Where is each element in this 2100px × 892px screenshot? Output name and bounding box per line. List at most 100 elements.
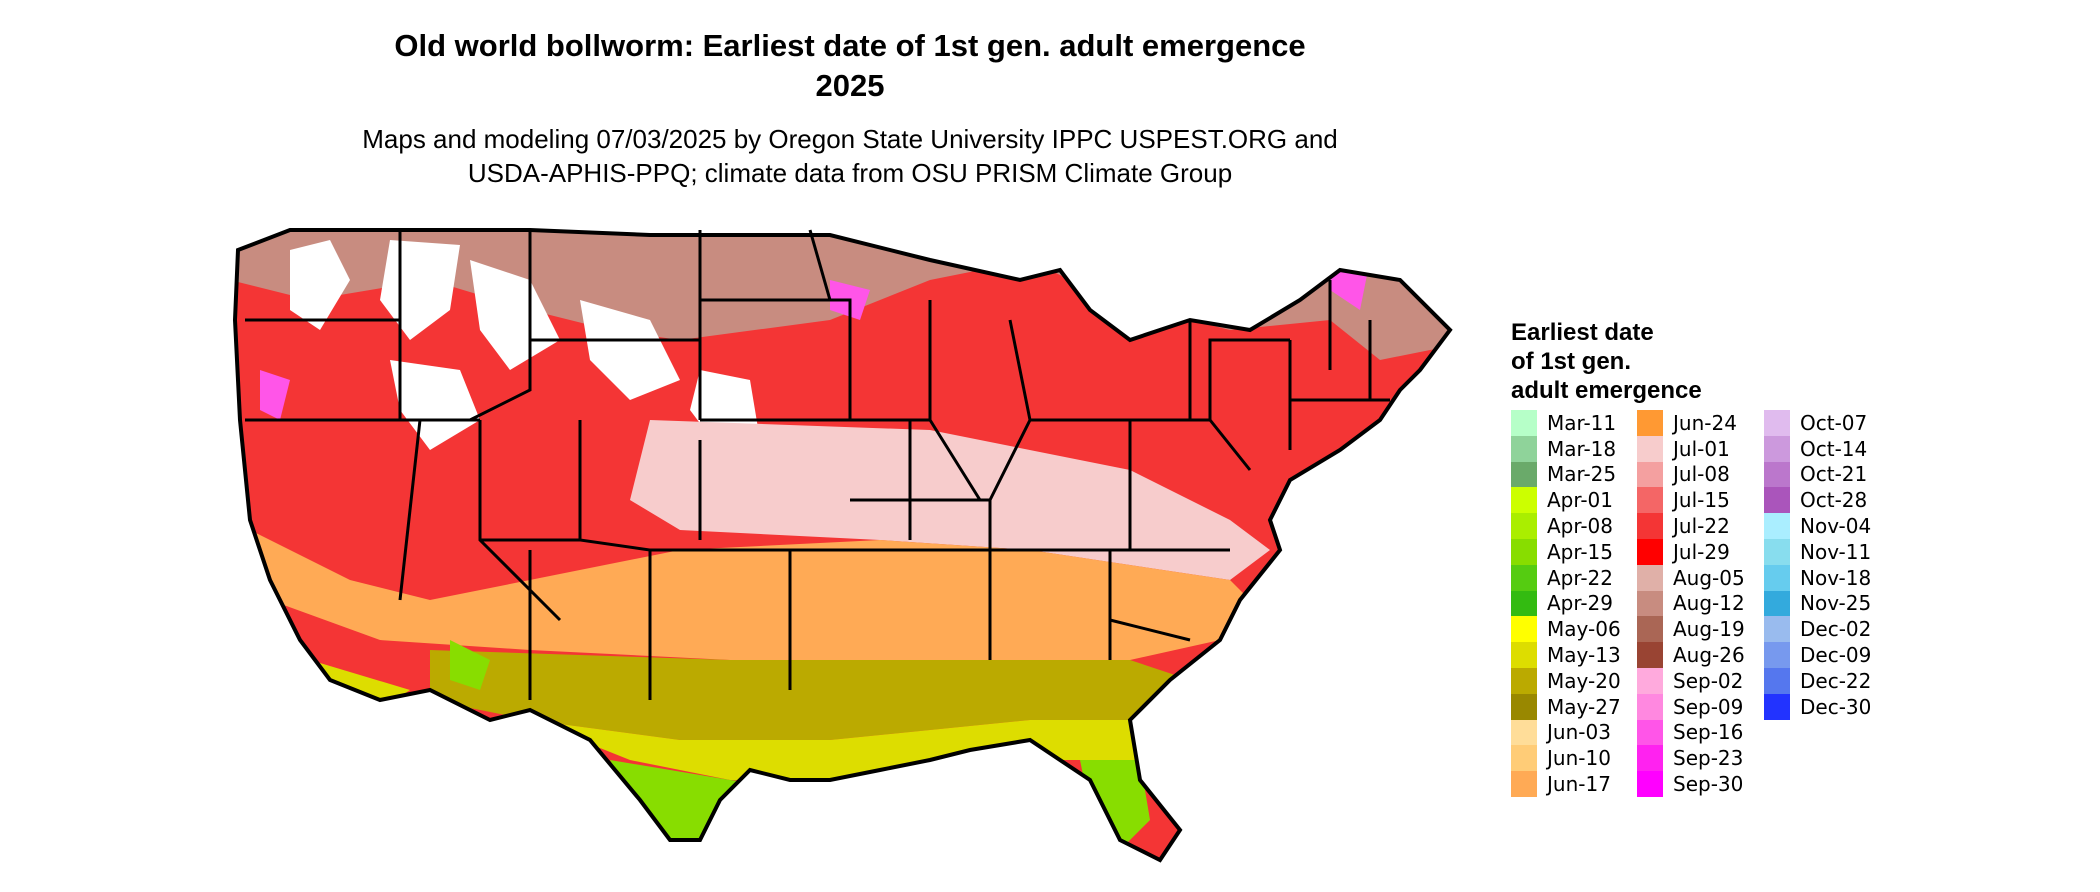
- legend-item: Oct-07: [1764, 410, 1871, 436]
- legend-item: Jul-01: [1637, 435, 1745, 462]
- legend-column-1: Mar-11 Mar-18 Mar-25 Apr-01 Apr-08 Apr-15 Apr-…: [1511, 410, 1621, 797]
- legend-item: Nov-04: [1764, 513, 1871, 539]
- legend-item: Dec-30: [1764, 693, 1872, 720]
- legend-label: Mar-18: [1547, 436, 1617, 461]
- legend-label: Apr-08: [1547, 514, 1613, 539]
- legend-swatch: [1764, 667, 1790, 694]
- legend-label: Mar-11: [1547, 410, 1617, 435]
- legend-item: Jul-08: [1637, 461, 1745, 488]
- legend-label: Nov-25: [1800, 591, 1872, 616]
- legend-label: Jul-22: [1673, 514, 1730, 539]
- legend-swatch: [1637, 771, 1663, 797]
- legend-swatch: [1637, 410, 1663, 436]
- legend-item: May-20: [1511, 667, 1621, 694]
- legend-swatch: [1637, 667, 1663, 694]
- legend-swatch: [1511, 693, 1537, 720]
- legend-swatch: [1511, 719, 1537, 746]
- map-subtitle-line2: USDA-APHIS-PPQ; climate data from OSU PR…: [467, 158, 1233, 188]
- legend-column-2: Jun-24 Jul-01 Jul-08 Jul-15 Jul-22 Jul-29 Aug-…: [1637, 410, 1745, 797]
- legend-item: Apr-22: [1511, 564, 1621, 591]
- legend-swatch: [1764, 513, 1790, 539]
- map-title-year: 2025: [815, 68, 885, 103]
- legend-label: Jul-15: [1673, 488, 1730, 513]
- legend-swatch: [1764, 564, 1790, 591]
- legend-label: May-06: [1547, 617, 1621, 642]
- legend-item: Sep-23: [1637, 745, 1745, 772]
- legend-label: Dec-30: [1800, 694, 1872, 719]
- legend-swatch: [1637, 513, 1663, 539]
- legend-swatch: [1511, 487, 1537, 514]
- legend-swatch: [1511, 461, 1537, 488]
- legend-swatch: [1511, 616, 1537, 643]
- legend-item: Sep-02: [1637, 667, 1745, 694]
- legend-label: Nov-04: [1800, 514, 1872, 539]
- us-emergence-map: [232, 228, 1453, 863]
- legend-item: Nov-18: [1764, 564, 1871, 591]
- legend-label: Sep-23: [1673, 746, 1744, 771]
- legend-label: Dec-02: [1800, 617, 1872, 642]
- legend-item: Jun-17: [1511, 771, 1621, 797]
- legend-label: Aug-12: [1673, 591, 1745, 616]
- legend-label: Jul-29: [1673, 539, 1730, 564]
- legend-item: Aug-26: [1637, 642, 1745, 668]
- legend-swatch: [1764, 461, 1790, 488]
- legend-title-line: adult emergence: [1511, 377, 1702, 404]
- legend-item: Jul-29: [1637, 538, 1745, 565]
- legend-item: Jun-24: [1637, 410, 1745, 436]
- legend-swatch: [1764, 487, 1790, 514]
- legend-item: Aug-12: [1637, 590, 1745, 617]
- legend-item: May-27: [1511, 693, 1621, 720]
- legend-swatch: [1511, 667, 1537, 694]
- legend-item: Nov-11: [1764, 538, 1872, 565]
- legend-item: May-06: [1511, 616, 1621, 643]
- legend-label: Jun-03: [1547, 720, 1611, 745]
- legend-item: Mar-18: [1511, 435, 1621, 462]
- legend-label: Jul-01: [1673, 436, 1730, 461]
- map-fill-regions: [235, 230, 1450, 860]
- legend-item: Aug-05: [1637, 564, 1745, 591]
- legend-swatch: [1764, 538, 1790, 565]
- legend-label: Nov-11: [1800, 539, 1872, 564]
- legend-label: Apr-22: [1547, 565, 1613, 590]
- legend-swatch: [1511, 590, 1537, 617]
- legend-swatch: [1637, 642, 1663, 668]
- legend-item: Dec-02: [1764, 616, 1872, 643]
- legend-item: Dec-09: [1764, 642, 1871, 668]
- legend-item: Aug-19: [1637, 616, 1745, 643]
- legend-swatch: [1511, 564, 1537, 591]
- map-fill-yellow-band: [310, 660, 1150, 780]
- legend-label: Sep-30: [1673, 772, 1744, 797]
- legend-swatch: [1511, 642, 1537, 668]
- legend-item: Jul-15: [1637, 487, 1745, 514]
- legend-item: Sep-16: [1637, 719, 1745, 746]
- legend-item: Jul-22: [1637, 513, 1745, 539]
- legend-swatch: [1637, 745, 1663, 772]
- legend-swatch: [1637, 487, 1663, 514]
- legend-swatch: [1764, 616, 1790, 643]
- legend-item: Apr-08: [1511, 513, 1621, 539]
- legend-swatch: [1511, 538, 1537, 565]
- legend-swatch: [1511, 745, 1537, 772]
- legend-item: Apr-15: [1511, 538, 1621, 565]
- legend-swatch: [1764, 642, 1790, 668]
- legend-swatch: [1764, 410, 1790, 436]
- legend-item: Nov-25: [1764, 590, 1872, 617]
- legend-label: May-20: [1547, 668, 1621, 693]
- legend-swatch: [1637, 590, 1663, 617]
- legend-label: Oct-07: [1800, 410, 1868, 435]
- map-fill-mountain-white: [290, 240, 760, 450]
- legend-swatch: [1764, 435, 1790, 462]
- legend-label: Mar-25: [1547, 462, 1617, 487]
- legend-label: Jun-10: [1547, 746, 1611, 771]
- legend-swatch: [1764, 590, 1790, 617]
- legend-column-3: Oct-07 Oct-14 Oct-21 Oct-28 Nov-04 Nov-11 Nov-…: [1764, 410, 1871, 720]
- legend-label: Jul-08: [1673, 462, 1730, 487]
- map-title: Old world bollworm: Earliest date of 1st…: [394, 28, 1306, 63]
- legend-label: Sep-02: [1673, 668, 1744, 693]
- legend-label: Aug-05: [1673, 565, 1745, 590]
- legend-item: Mar-25: [1511, 461, 1621, 488]
- legend-item: Oct-21: [1764, 461, 1871, 488]
- legend-swatch: [1511, 771, 1537, 797]
- legend-label: Sep-16: [1673, 720, 1744, 745]
- legend-item: Jun-03: [1511, 719, 1621, 746]
